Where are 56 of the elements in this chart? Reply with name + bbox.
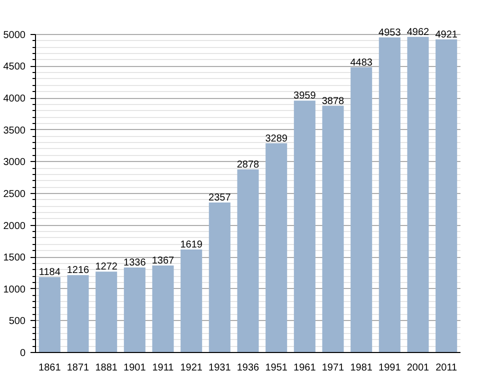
bar [38,277,60,352]
bar [152,266,174,352]
data-label: 1336 [124,258,146,269]
x-tick-label: 1921 [180,362,203,373]
data-label: 4921 [435,29,458,40]
x-tick-label: 1871 [66,362,90,373]
bar [67,275,89,352]
x-tick-label: 1931 [208,362,232,373]
x-tick-label: 2001 [406,362,430,373]
bar [407,36,429,352]
data-label: 3878 [322,96,345,107]
x-tick-label: 1861 [38,362,62,373]
y-tick-label: 4000 [3,94,26,105]
data-label: 2357 [208,192,232,204]
bar [436,39,458,352]
data-label: 4962 [406,26,430,38]
x-tick-label: 2011 [436,362,458,373]
x-tick-label: 1951 [265,362,288,373]
y-tick-label: 1500 [3,252,26,264]
y-tick-label: 2000 [3,220,26,232]
data-label: 1216 [66,265,90,276]
y-tick-label: 2500 [3,188,26,200]
bar [378,37,400,352]
y-tick-label: 4500 [3,62,26,73]
data-label: 4953 [378,27,402,38]
data-label: 1272 [95,262,118,273]
data-label: 3289 [265,133,288,144]
bar [96,272,118,352]
data-label: 1184 [38,267,61,278]
bar [266,143,288,352]
y-tick-label: 3000 [3,157,26,168]
y-tick-label: 500 [8,316,26,328]
y-tick-label: 5000 [3,30,26,41]
bar [180,250,202,352]
bar [208,202,230,352]
x-tick-label: 1981 [350,362,373,373]
bar [237,169,259,352]
data-label: 4483 [350,57,373,68]
y-tick-label: 1000 [3,284,26,296]
x-tick-label: 1961 [294,362,316,373]
bar [350,67,372,352]
y-tick-label: 0 [20,348,26,359]
data-label: 1367 [152,256,175,267]
data-label: 1619 [180,240,203,250]
bar [294,100,316,352]
x-tick-label: 1911 [152,362,174,373]
y-tick-label: 3500 [3,125,26,136]
data-label: 3959 [294,90,316,102]
data-label: 2878 [236,159,260,170]
x-tick-label: 1991 [378,362,402,373]
x-tick-label: 1881 [95,362,118,373]
x-tick-label: 1936 [236,362,260,373]
bar [124,268,146,352]
bar [322,106,344,352]
x-tick-label: 1971 [322,362,345,373]
x-tick-label: 1901 [124,362,146,373]
